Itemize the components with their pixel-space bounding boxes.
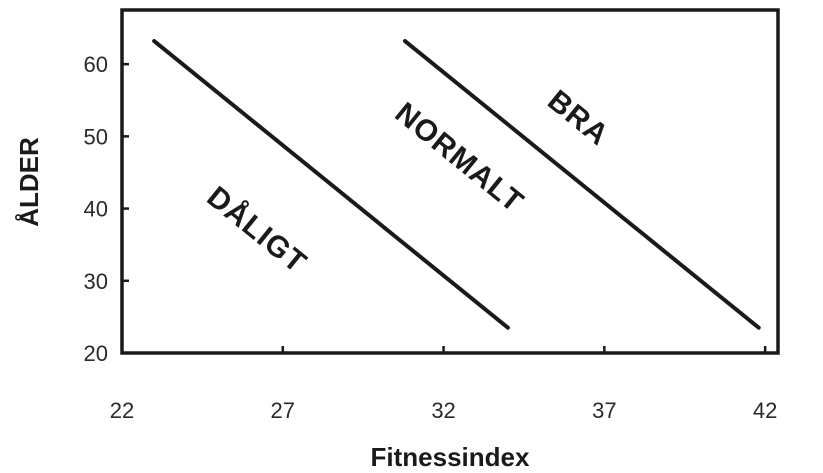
y-axis-title: ÅLDER <box>14 137 44 227</box>
y-tick-label: 40 <box>84 197 108 222</box>
region-label-normalt: NORMALT <box>389 96 530 219</box>
y-tick-label: 30 <box>84 269 108 294</box>
region-labels: DÅLIGT NORMALT BRA <box>201 84 615 280</box>
x-tick-label: 42 <box>753 398 777 423</box>
series-lines <box>152 39 761 330</box>
series-line-2 <box>402 39 761 330</box>
y-tick-label: 50 <box>84 124 108 149</box>
y-tick-label: 60 <box>84 52 108 77</box>
plot-frame <box>120 8 780 355</box>
y-axis: 20 30 40 50 60 <box>84 52 129 366</box>
x-axis: 22 27 32 37 42 <box>110 346 777 423</box>
x-tick-label: 37 <box>592 398 616 423</box>
x-tick-label: 22 <box>110 398 134 423</box>
x-tick-label: 32 <box>431 398 455 423</box>
x-tick-label: 27 <box>271 398 295 423</box>
y-tick-label: 20 <box>84 341 108 366</box>
x-axis-title: Fitnessindex <box>371 442 530 472</box>
region-label-dåligt: DÅLIGT <box>201 180 313 280</box>
region-label-bra: BRA <box>541 84 615 152</box>
series-line-1 <box>152 39 510 330</box>
